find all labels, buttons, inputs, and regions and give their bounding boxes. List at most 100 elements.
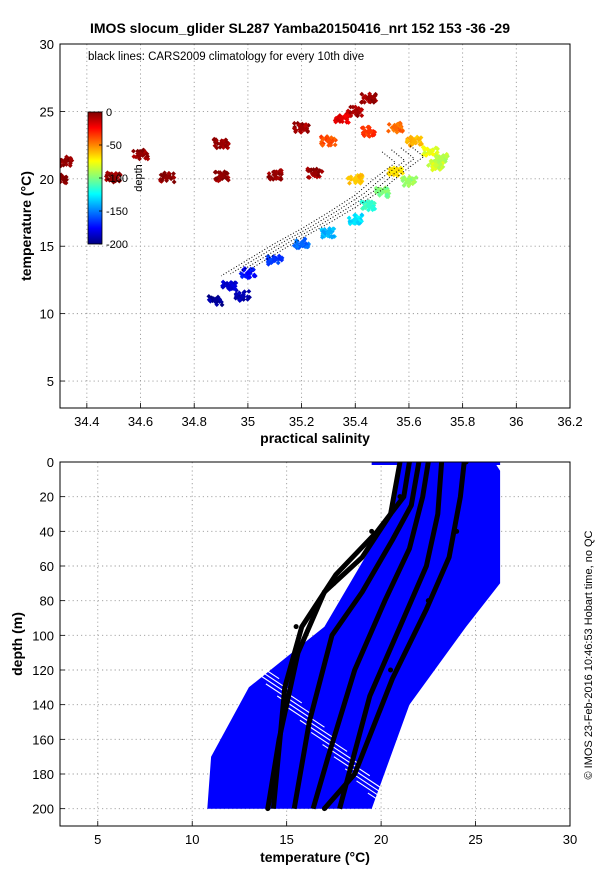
top-y-tick-label: 10: [40, 307, 54, 322]
ts-data-point: [325, 229, 332, 236]
ts-data-point: [62, 158, 69, 165]
ts-point: [347, 218, 353, 224]
ts-point: [295, 244, 300, 250]
ts-point: [330, 226, 336, 232]
bottom-y-tick-label: 60: [40, 559, 54, 574]
climatology-point: [265, 806, 271, 812]
ts-point: [359, 91, 365, 97]
ts-point: [54, 176, 59, 181]
ts-point: [408, 134, 414, 140]
ts-point: [400, 178, 406, 184]
top-x-tick-label: 35.2: [289, 414, 314, 429]
bottom-y-tick-label: 200: [32, 802, 54, 817]
ts-point: [328, 135, 334, 141]
ts-point: [304, 244, 310, 250]
ts-point: [277, 168, 283, 173]
ts-point: [346, 120, 351, 125]
ts-data-point: [271, 171, 278, 179]
ts-point: [171, 171, 176, 177]
bottom-x-axis-label: temperature (°C): [260, 849, 370, 865]
ts-data-point: [365, 128, 372, 135]
ts-data-point: [271, 256, 278, 263]
ts-data-point: [427, 148, 434, 156]
bottom-y-tick-label: 80: [40, 594, 54, 609]
climatology-profile: [310, 462, 431, 810]
ts-point: [359, 212, 365, 218]
ts-point: [328, 142, 334, 148]
bottom-y-tick-label: 160: [32, 732, 54, 747]
colorbar-tick-label: -100: [106, 173, 128, 185]
bottom-x-tick-label: 25: [468, 832, 482, 847]
top-plot-area: [53, 91, 450, 308]
ts-point: [416, 136, 422, 141]
climatology-point: [425, 598, 431, 604]
ts-point: [328, 234, 334, 239]
ts-point: [55, 174, 60, 179]
ts-point: [307, 175, 312, 180]
top-x-tick-label: 35.4: [343, 414, 368, 429]
bottom-y-tick-label: 140: [32, 698, 54, 713]
ts-point: [67, 161, 73, 166]
colorbar-tick-labels: 0 -50 -100 -150 -200: [99, 107, 128, 251]
climatology-profile: [291, 462, 422, 810]
ts-point: [54, 173, 59, 178]
ts-data-point: [437, 155, 445, 162]
ts-point: [55, 180, 60, 185]
ts-point: [232, 286, 238, 292]
ts-point: [372, 200, 377, 206]
ts-point: [347, 180, 352, 186]
climatology-point: [369, 528, 375, 534]
ts-point: [350, 104, 356, 110]
top-y-tick-label: 5: [47, 374, 54, 389]
top-y-tick-label: 30: [40, 37, 54, 52]
climatology-profile: [322, 462, 467, 811]
ts-point: [53, 174, 58, 179]
ts-point: [60, 174, 61, 180]
ts-point: [438, 161, 444, 167]
ts-data-point: [352, 175, 359, 183]
colorbar-tick-label: -200: [106, 239, 128, 251]
bottom-axes-box: [59, 461, 571, 827]
ts-data-point: [298, 240, 305, 247]
ts-data-point: [432, 162, 440, 169]
profile-gap-line: [356, 780, 405, 813]
ts-point: [352, 212, 358, 218]
depth-colorbar: 0 -50 -100 -150 -200 depth: [87, 107, 145, 251]
top-x-tick-label: 35: [241, 414, 255, 429]
bottom-x-tick-label: 20: [374, 832, 388, 847]
bottom-y-tick-label: 100: [32, 628, 54, 643]
top-x-tick-label: 34.8: [182, 414, 207, 429]
ts-point: [423, 153, 429, 158]
ts-point: [307, 167, 313, 173]
bottom-y-axis-label: depth (m): [9, 612, 25, 676]
ts-point: [384, 192, 390, 198]
top-x-tick-label: 36: [509, 414, 523, 429]
ts-point: [224, 139, 230, 145]
climatology-point: [463, 462, 469, 465]
ts-data-point: [217, 172, 225, 180]
ts-data-point: [212, 296, 219, 304]
colorbar-tick-label: 0: [106, 107, 112, 119]
top-y-tick-label: 25: [40, 104, 54, 119]
ts-point: [373, 185, 379, 191]
climatology-profile: [265, 462, 403, 810]
ts-data-point: [411, 137, 418, 145]
climatology-point: [293, 624, 299, 630]
climatology-profile: [270, 462, 412, 809]
bottom-y-tick-label: 180: [32, 767, 54, 782]
ts-point: [398, 165, 404, 171]
profile-gap-line: [367, 792, 416, 825]
ts-point: [212, 169, 218, 175]
climatology-point: [397, 494, 403, 500]
ts-point: [386, 121, 392, 127]
bottom-x-tick-label: 30: [563, 832, 577, 847]
ts-point: [360, 130, 366, 135]
ts-point: [404, 137, 410, 143]
ts-point: [362, 99, 367, 105]
ts-point: [386, 128, 391, 134]
bottom-y-tick-label: 120: [32, 663, 54, 678]
ts-point: [346, 215, 352, 221]
colorbar-tick-label: -150: [106, 206, 128, 218]
